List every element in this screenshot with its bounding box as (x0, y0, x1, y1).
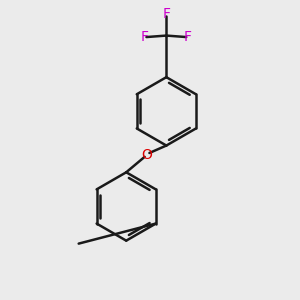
Text: F: F (184, 30, 192, 44)
Text: O: O (142, 148, 152, 162)
Text: F: F (141, 30, 149, 44)
Text: F: F (162, 7, 170, 21)
